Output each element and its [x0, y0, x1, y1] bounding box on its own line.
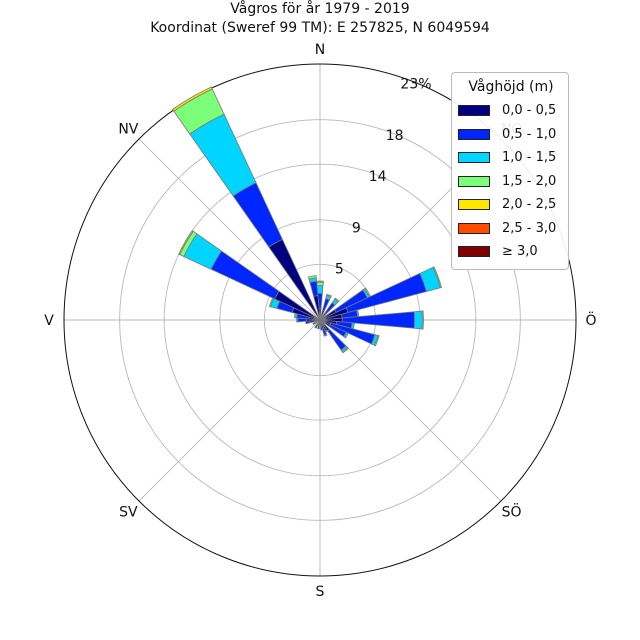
direction-label: SV — [119, 505, 138, 521]
rose-bar-segment — [316, 280, 324, 283]
rose-bar-segment — [323, 333, 328, 337]
grid-ring — [119, 119, 521, 521]
rose-bar-segment — [312, 321, 316, 326]
legend-entry: 0,0 - 0,5 — [458, 103, 568, 119]
direction-label: SÖ — [502, 503, 522, 521]
rose-bar-segment — [316, 281, 324, 287]
chart-title: Vågros för år 1979 - 2019 — [230, 1, 410, 17]
legend-entry: 2,0 - 2,5 — [458, 197, 568, 213]
rose-bar-segment — [307, 275, 317, 280]
rose-bar-segment — [326, 293, 332, 298]
rose-bar-segment — [334, 297, 340, 303]
legend-swatch — [458, 175, 490, 187]
rose-bar-segment — [341, 346, 349, 354]
legend-entry: ≥ 3,0 — [458, 244, 568, 260]
radial-tick-label: 5 — [335, 262, 344, 278]
rose-bar-segment — [232, 182, 283, 248]
legend-swatch — [458, 128, 490, 140]
legend-entry: 2,5 - 3,0 — [458, 221, 568, 237]
direction-label: N — [315, 42, 325, 58]
rose-bar-segment — [210, 250, 280, 300]
spoke-NV — [138, 138, 321, 321]
radial-tick-label: 18 — [386, 128, 404, 144]
legend-entry: 1,0 - 1,5 — [458, 150, 568, 166]
legend-swatch — [458, 246, 490, 257]
legend-entry: 0,5 - 1,0 — [458, 127, 568, 143]
radial-tick-label: 14 — [369, 169, 387, 185]
direction-label: V — [44, 313, 54, 329]
rose-bar-segment — [296, 317, 299, 323]
rose-bar-segment — [413, 310, 423, 330]
legend: Våghöjd (m) 0,0 - 0,5 0,5 - 1,0 1,0 - 1,5 1… — [451, 72, 569, 270]
rose-bar-segment — [309, 280, 319, 297]
rose-bar-segment — [178, 230, 194, 256]
legend-swatch — [458, 152, 490, 163]
rose-bar-segment — [373, 335, 380, 347]
legend-label: 2,5 - 3,0 — [502, 220, 557, 236]
legend-title: Våghöjd (m) — [468, 79, 554, 95]
rose-bar-segment — [343, 331, 349, 339]
rose-bar-segment — [421, 310, 424, 330]
legend-swatch — [458, 199, 490, 210]
legend-label: ≥ 3,0 — [502, 244, 538, 259]
legend-label: 0,5 - 1,0 — [502, 126, 557, 142]
legend-label: 1,0 - 1,5 — [502, 150, 557, 165]
grid-ring — [163, 163, 477, 477]
rose-bar-segment — [317, 324, 320, 330]
direction-label: Ö — [585, 311, 596, 329]
rose-bar-segment — [314, 324, 319, 329]
outer-ring — [63, 63, 577, 577]
radial-tick-label: 9 — [352, 220, 361, 236]
direction-label: S — [316, 584, 325, 600]
rose-bar-segment — [171, 86, 213, 112]
legend-entry: 1,5 - 2,0 — [458, 174, 568, 190]
legend-swatch — [458, 105, 490, 116]
legend-label: 1,5 - 2,0 — [502, 173, 557, 189]
rose-bar-segment — [320, 325, 324, 331]
chart-subtitle: Koordinat (Sweref 99 TM): E 257825, N 60… — [150, 20, 490, 36]
legend-label: 2,0 - 2,5 — [502, 197, 557, 212]
radial-tick-label: 23% — [400, 76, 431, 92]
legend-label: 0,0 - 0,5 — [502, 103, 557, 118]
direction-label: NV — [118, 121, 138, 137]
spoke-SÖ — [319, 319, 502, 502]
rose-bar-segment — [432, 266, 442, 289]
legend-swatch — [458, 222, 490, 234]
spoke-SV — [138, 319, 321, 502]
